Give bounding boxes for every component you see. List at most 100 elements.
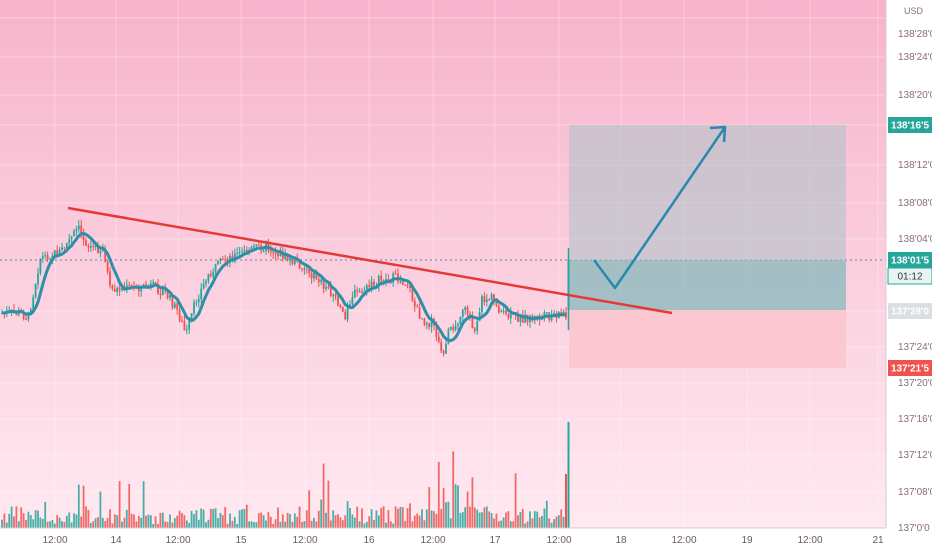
candle-body (346, 308, 349, 320)
volume-bar (145, 515, 147, 528)
volume-bar (231, 520, 234, 528)
candle-body (430, 318, 433, 328)
candle-body (358, 291, 361, 293)
volume-bar (526, 521, 529, 528)
candle-body (171, 295, 174, 308)
projection-arrow[interactable] (593, 126, 727, 290)
candle-body (332, 294, 335, 297)
candle-body (41, 256, 44, 259)
y-tick-label: 137'0'0 (898, 523, 930, 534)
volume-bars (1, 422, 570, 528)
volume-bar (483, 507, 486, 528)
candle-body (435, 325, 438, 337)
candle-body (356, 289, 359, 292)
volume-bar (521, 508, 524, 528)
candle-body (421, 318, 423, 320)
volume-bar (128, 483, 131, 528)
volume-bar (226, 523, 229, 528)
volume-bar (277, 507, 279, 528)
candle-body (461, 309, 464, 317)
volume-bar (209, 508, 212, 528)
candle-body (219, 258, 222, 261)
volume-bar (545, 500, 548, 528)
candle-body (99, 250, 102, 254)
candle-body (80, 225, 83, 234)
volume-bar (517, 515, 519, 528)
candle-body (185, 329, 188, 331)
candle-body (58, 249, 61, 257)
x-tick-label: 12:00 (165, 535, 190, 546)
candle-body (253, 246, 255, 248)
volume-bar (469, 506, 471, 528)
volume-bar (116, 515, 119, 528)
volume-bar (433, 511, 435, 528)
volume-bar (531, 518, 534, 528)
volume-bar (361, 508, 363, 528)
volume-bar (543, 508, 546, 528)
volume-bar (459, 512, 462, 528)
candle-body (365, 285, 368, 292)
candle-body (202, 283, 205, 289)
candle-body (217, 260, 219, 264)
volume-bar (193, 514, 195, 528)
volume-bar (495, 513, 498, 528)
grid (0, 259, 886, 261)
entry-price-tag-text: 137'28'0 (891, 307, 930, 318)
volume-bar (8, 513, 11, 528)
volume-bar (197, 519, 200, 528)
candle-body (495, 300, 498, 306)
volume-bar (253, 522, 255, 528)
x-tick-label: 15 (235, 535, 247, 546)
volume-bar (471, 477, 474, 528)
candle-body (250, 246, 253, 250)
volume-bar (375, 510, 378, 528)
candle-body (377, 275, 380, 287)
y-tick-label: 138'28'0 (898, 29, 932, 40)
candle-body (65, 242, 68, 248)
volume-bar (325, 512, 327, 528)
volume-bar (85, 506, 87, 528)
volume-bar (416, 513, 419, 528)
candle-body (521, 314, 524, 323)
candle-body (34, 283, 37, 298)
trendline[interactable] (67, 206, 673, 315)
candle-body (298, 260, 301, 269)
volume-bar (442, 488, 445, 528)
candle-body (373, 281, 375, 287)
volume-bar (435, 513, 438, 528)
candle-body (197, 299, 200, 303)
volume-bar (349, 508, 351, 528)
profit-zone-filled (569, 260, 846, 310)
volume-bar (298, 506, 301, 528)
volume-bar (363, 523, 366, 528)
volume-bar (32, 519, 35, 528)
time-axis[interactable] (0, 528, 886, 550)
candle-body (149, 283, 152, 286)
volume-bar (22, 513, 25, 528)
price-tags: 138'16'5 138'01'5 01:12 137'28'0 137'21'5 (887, 117, 932, 376)
ma-line (1, 232, 567, 342)
candle-body (351, 297, 354, 305)
volume-bar (346, 501, 349, 528)
candle-body (32, 297, 35, 310)
y-tick-label: 138'20'0 (898, 90, 932, 101)
volume-bar (257, 513, 260, 528)
volume-bar (185, 520, 188, 528)
candle-body (483, 296, 486, 303)
volume-bar (560, 509, 563, 528)
candle-body (241, 251, 243, 253)
candle-body (404, 284, 407, 286)
candle-body (293, 259, 296, 264)
stop-price-tag-text: 137'21'5 (891, 364, 930, 375)
candle-body (89, 246, 92, 248)
candle-body (173, 303, 176, 308)
volume-bar (56, 515, 59, 528)
volume-bar (553, 519, 555, 528)
candle-body (109, 271, 111, 286)
volume-bar (1, 519, 3, 528)
volume-bar (229, 513, 231, 528)
candle-body (524, 314, 527, 323)
volume-bar (478, 512, 481, 528)
